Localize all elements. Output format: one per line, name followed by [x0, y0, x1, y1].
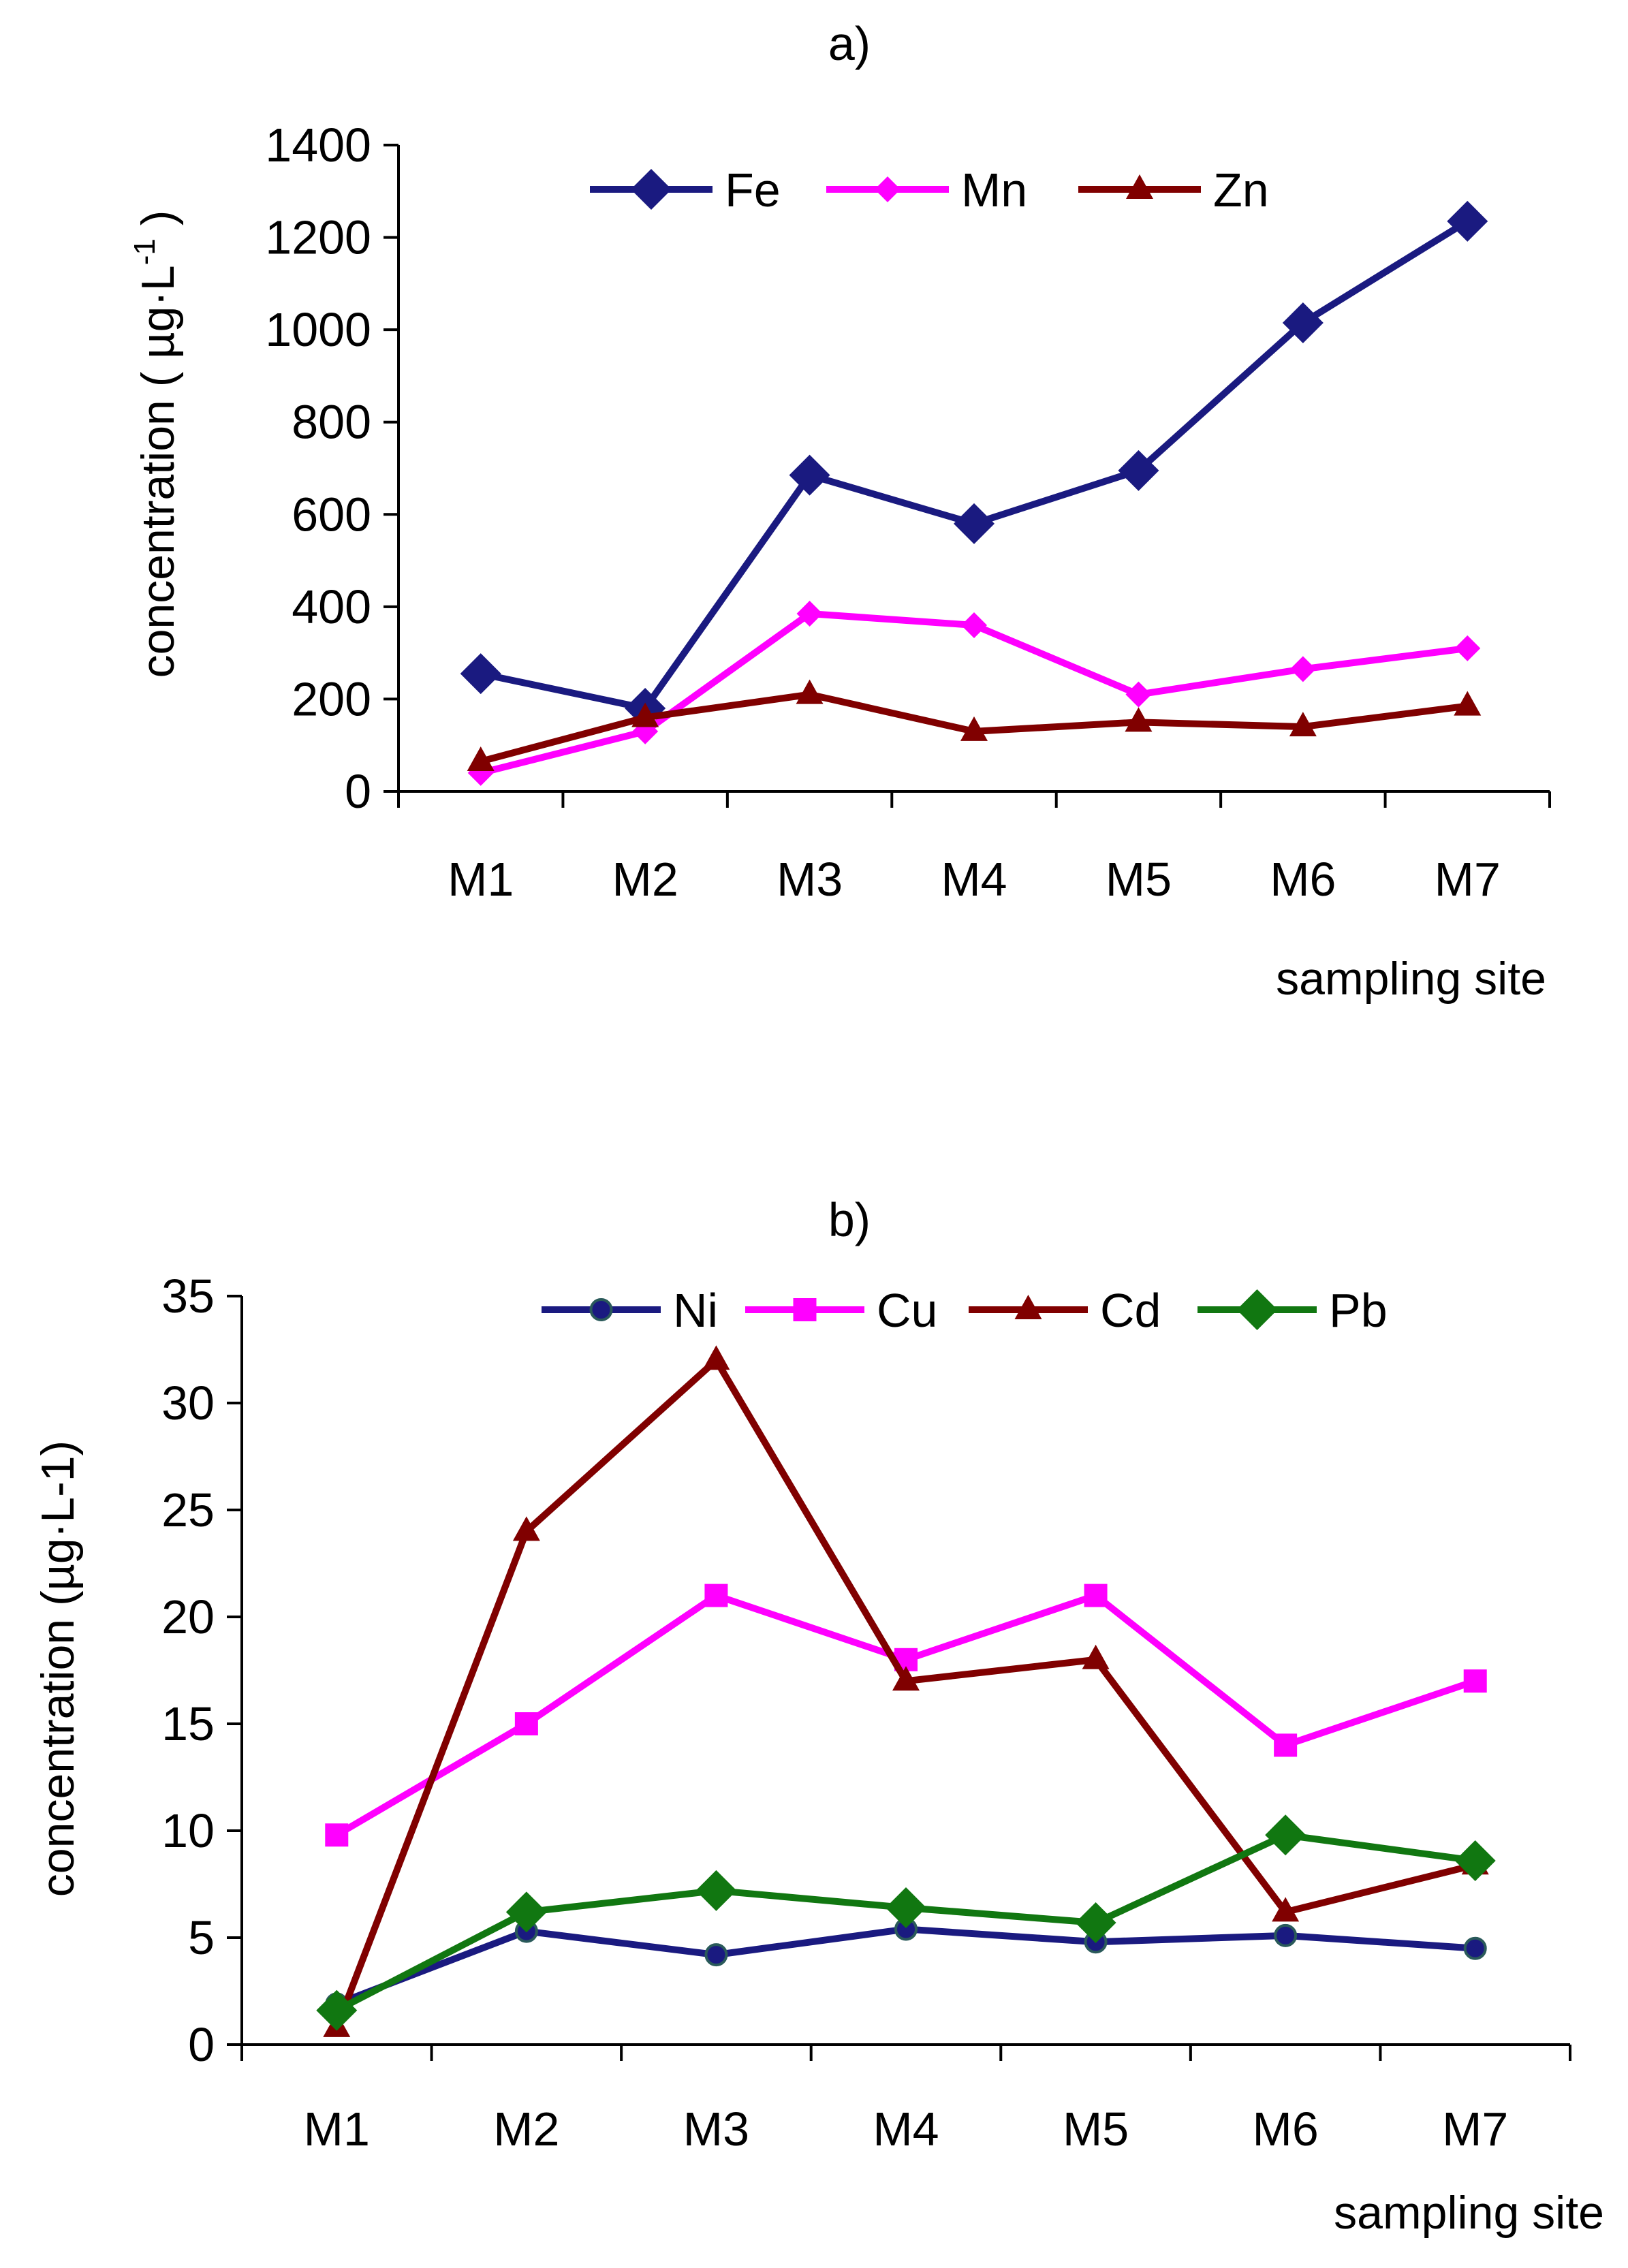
b-x-tick-label: M3	[683, 2102, 749, 2156]
a-legend-label-fe: Fe	[725, 163, 781, 217]
b-y-tick-label: 20	[161, 1590, 215, 1643]
b-point-pb	[695, 1870, 737, 1911]
a-y-tick-label: 0	[345, 765, 371, 818]
b-legend-marker-cd	[1014, 1295, 1042, 1319]
b-point-cu	[704, 1584, 728, 1607]
a-x-tick-label: M5	[1106, 853, 1172, 906]
a-point-mn	[1289, 656, 1316, 682]
b-point-cu	[1084, 1584, 1108, 1607]
b-legend-marker-ni	[589, 1298, 613, 1321]
a-point-fe	[1447, 200, 1488, 242]
chart-a-y-axis-label: concentration ( µg·L-1 )	[128, 210, 184, 678]
a-y-tick-label: 800	[292, 396, 371, 449]
b-x-tick-label: M6	[1253, 2102, 1319, 2156]
b-legend-marker-pb	[1236, 1289, 1278, 1330]
a-point-zn	[796, 679, 824, 704]
chart-a-axes: 0 200 400 600 800 1000 1200 1400 M1 M2 M3 M4 M5 M6 M7	[265, 119, 1551, 906]
a-y-tick-label: 1200	[265, 211, 371, 264]
a-point-mn	[796, 601, 823, 627]
a-y-tick-label: 1400	[265, 119, 371, 172]
b-point-ni	[1463, 1936, 1487, 1960]
b-point-pb	[1265, 1814, 1306, 1856]
a-point-fe	[1118, 450, 1159, 491]
a-x-tick-label: M6	[1270, 853, 1336, 906]
b-y-tick-label: 0	[188, 2018, 215, 2071]
a-y-tick-label: 200	[292, 672, 371, 725]
chart-a: a) concentration ( µg·L-1 ) sampling sit…	[128, 17, 1551, 1005]
a-legend-label-zn: Zn	[1213, 163, 1269, 217]
a-x-tick-label: M2	[612, 853, 678, 906]
a-point-fe	[954, 503, 995, 544]
b-y-tick-label: 15	[161, 1697, 215, 1750]
chart-b-axes: 0 5 10 15 20 25 30 35 M1 M2 M3 M4 M5 M6 M7	[161, 1270, 1571, 2156]
b-point-cd	[512, 1516, 540, 1541]
b-legend-label-ni: Ni	[673, 1284, 718, 1337]
a-legend-label-mn: Mn	[961, 163, 1027, 217]
a-y-tick-label: 600	[292, 488, 371, 541]
b-x-tick-label: M4	[873, 2102, 939, 2156]
b-y-tick-label: 30	[161, 1376, 215, 1430]
a-x-tick-label: M7	[1435, 853, 1501, 906]
a-x-tick-label: M4	[941, 853, 1007, 906]
a-x-tick-label: M3	[777, 853, 843, 906]
a-point-fe	[789, 454, 830, 496]
chart-b: b) concentration (µg·L-1) sampling site …	[32, 1193, 1604, 2239]
b-point-cu	[1463, 1669, 1487, 1693]
b-point-ni	[704, 1943, 728, 1967]
a-point-mn	[1454, 635, 1481, 661]
b-legend-marker-cu	[793, 1298, 817, 1321]
b-series-line-cu	[334, 1592, 1477, 1838]
b-x-tick-label: M7	[1442, 2102, 1508, 2156]
b-point-pb	[505, 1891, 547, 1933]
chart-a-title: a)	[828, 17, 871, 70]
chart-b-y-axis-label: concentration (µg·L-1)	[32, 1440, 84, 1897]
a-y-tick-label: 400	[292, 580, 371, 633]
b-point-cd	[892, 1666, 920, 1691]
b-y-tick-label: 10	[161, 1804, 215, 1857]
chart-a-legend: Fe Mn Zn	[590, 163, 1269, 217]
a-point-fe	[460, 653, 501, 695]
a-point-zn	[1125, 707, 1153, 732]
chart-a-series	[460, 200, 1488, 786]
b-point-cu	[325, 1823, 349, 1847]
a-point-mn	[1125, 681, 1152, 708]
a-legend-marker-mn	[875, 176, 901, 202]
a-legend-marker-fe	[631, 169, 672, 210]
a-point-mn	[961, 612, 987, 638]
b-point-cu	[514, 1712, 538, 1735]
chart-b-title: b)	[828, 1193, 871, 1246]
a-point-fe	[1282, 302, 1324, 343]
b-point-pb	[1075, 1902, 1116, 1944]
b-x-tick-label: M2	[493, 2102, 559, 2156]
a-point-zn	[467, 746, 495, 771]
chart-b-legend: Ni Cu Cd Pb	[542, 1284, 1388, 1337]
b-legend-label-cu: Cu	[877, 1284, 937, 1337]
b-point-pb	[886, 1887, 926, 1929]
a-y-tick-label: 1000	[265, 303, 371, 356]
a-point-zn	[631, 702, 659, 727]
a-point-zn	[1454, 691, 1482, 716]
b-point-ni	[1274, 1923, 1298, 1947]
b-y-tick-label: 25	[161, 1483, 215, 1537]
a-point-zn	[1289, 712, 1317, 737]
chart-b-series	[316, 1345, 1496, 2037]
a-point-zn	[960, 716, 988, 741]
b-point-cd	[1272, 1897, 1300, 1922]
b-legend-label-pb: Pb	[1329, 1284, 1388, 1337]
b-point-cd	[1082, 1644, 1110, 1669]
chart-b-x-axis-label: sampling site	[1334, 2187, 1604, 2239]
b-y-tick-label: 5	[188, 1911, 215, 1964]
a-x-tick-label: M1	[448, 853, 514, 906]
chart-a-x-axis-label: sampling site	[1276, 953, 1546, 1005]
b-point-cd	[702, 1345, 730, 1370]
b-x-tick-label: M1	[304, 2102, 370, 2156]
b-point-cu	[1274, 1733, 1298, 1757]
b-legend-label-cd: Cd	[1100, 1284, 1161, 1337]
b-point-pb	[1454, 1840, 1496, 1881]
b-y-tick-label: 35	[161, 1270, 215, 1323]
b-x-tick-label: M5	[1063, 2102, 1129, 2156]
b-point-pb	[316, 1989, 358, 2031]
a-legend-marker-zn	[1126, 174, 1153, 199]
